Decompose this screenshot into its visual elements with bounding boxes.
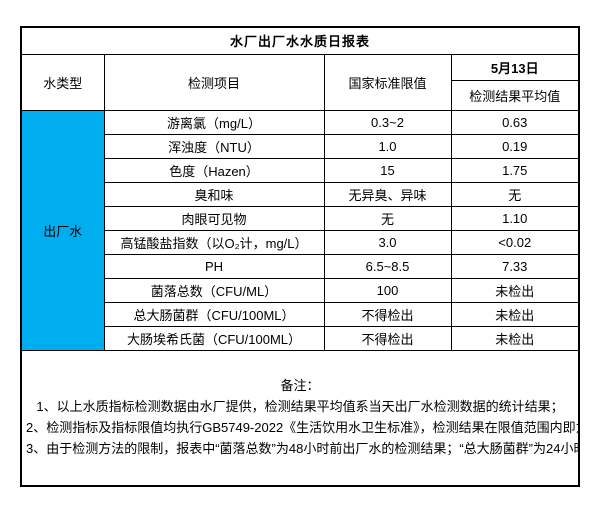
header-row-top: 水类型 检测项目 国家标准限值 5月13日	[20, 53, 580, 111]
table-row: 总大肠菌群（CFU/100ML） 不得检出 未检出	[21, 301, 580, 327]
table-row: 浑浊度（NTU） 1.0 0.19	[21, 133, 580, 159]
result-value: 1.75	[450, 157, 580, 183]
note-line-1: 1、以上水质指标检测数据由水厂提供，检测结果平均值系当天出厂水检测数据的统计结果…	[36, 398, 564, 414]
result-value: 未检出	[450, 277, 580, 303]
table-row: 菌落总数（CFU/ML） 100 未检出	[21, 277, 580, 303]
limit-value: 无	[323, 205, 452, 231]
result-value: 未检出	[450, 325, 580, 351]
result-value: <0.02	[450, 229, 580, 255]
result-value: 0.19	[450, 133, 580, 159]
notes-row: 备注： 1、以上水质指标检测数据由水厂提供，检测结果平均值系当天出厂水检测数据的…	[20, 349, 580, 487]
col-header-water-type: 水类型	[20, 53, 105, 111]
result-value: 1.10	[450, 205, 580, 231]
limit-value: 0.3~2	[323, 109, 452, 135]
test-item: PH	[103, 253, 325, 279]
report-title: 水厂出厂水水质日报表	[20, 26, 580, 55]
limit-value: 不得检出	[323, 325, 452, 351]
result-value: 0.63	[450, 109, 580, 135]
notes-label: 备注：	[280, 378, 320, 394]
test-item: 浑浊度（NTU）	[103, 133, 325, 159]
result-value: 7.33	[450, 253, 580, 279]
col-header-national-limit: 国家标准限值	[323, 53, 452, 111]
test-item: 总大肠菌群（CFU/100ML）	[103, 301, 325, 327]
limit-value: 3.0	[323, 229, 452, 255]
header-row-bottom: 检测结果平均值	[21, 79, 580, 111]
table-row: 高锰酸盐指数（以O₂计，mg/L） 3.0 <0.02	[21, 229, 580, 255]
table-row: 出厂水 游离氯（mg/L） 0.3~2 0.63	[20, 109, 580, 351]
title-row: 水厂出厂水水质日报表	[20, 26, 580, 55]
col-header-test-item: 检测项目	[103, 53, 325, 111]
water-type-cell: 出厂水	[20, 109, 105, 351]
table-row: 肉眼可见物 无 1.10	[21, 205, 580, 231]
water-quality-table: 水厂出厂水水质日报表 水类型 检测项目 国家标准限值 5月13日 检测结果平均值…	[20, 26, 581, 487]
limit-value: 6.5~8.5	[323, 253, 452, 279]
test-item: 高锰酸盐指数（以O₂计，mg/L）	[103, 229, 325, 255]
test-item: 臭和味	[103, 181, 325, 207]
table-row: 臭和味 无异臭、异味 无	[21, 181, 580, 207]
test-item: 游离氯（mg/L）	[103, 109, 325, 135]
test-item: 色度（Hazen）	[103, 157, 325, 183]
test-item: 肉眼可见物	[103, 205, 325, 231]
col-header-date: 5月13日	[450, 53, 580, 81]
test-item: 大肠埃希氏菌（CFU/100ML）	[103, 325, 325, 351]
limit-value: 无异臭、异味	[323, 181, 452, 207]
note-line-3: 3、由于检测方法的限制，报表中“菌落总数”为48小时前出厂水的检测结果；“总大肠…	[26, 440, 578, 456]
col-header-avg-result: 检测结果平均值	[450, 79, 580, 111]
limit-value: 1.0	[323, 133, 452, 159]
limit-value: 不得检出	[323, 301, 452, 327]
test-item: 菌落总数（CFU/ML）	[103, 277, 325, 303]
note-line-2: 2、检测指标及指标限值均执行GB5749-2022《生活饮用水卫生标准》，检测结…	[26, 419, 580, 435]
notes-cell: 备注： 1、以上水质指标检测数据由水厂提供，检测结果平均值系当天出厂水检测数据的…	[20, 349, 580, 487]
result-value: 无	[450, 181, 580, 207]
result-value: 未检出	[450, 301, 580, 327]
table-row: 色度（Hazen） 15 1.75	[21, 157, 580, 183]
limit-value: 100	[323, 277, 452, 303]
table-row: 大肠埃希氏菌（CFU/100ML） 不得检出 未检出	[21, 325, 580, 351]
limit-value: 15	[323, 157, 452, 183]
table-row: PH 6.5~8.5 7.33	[21, 253, 580, 279]
